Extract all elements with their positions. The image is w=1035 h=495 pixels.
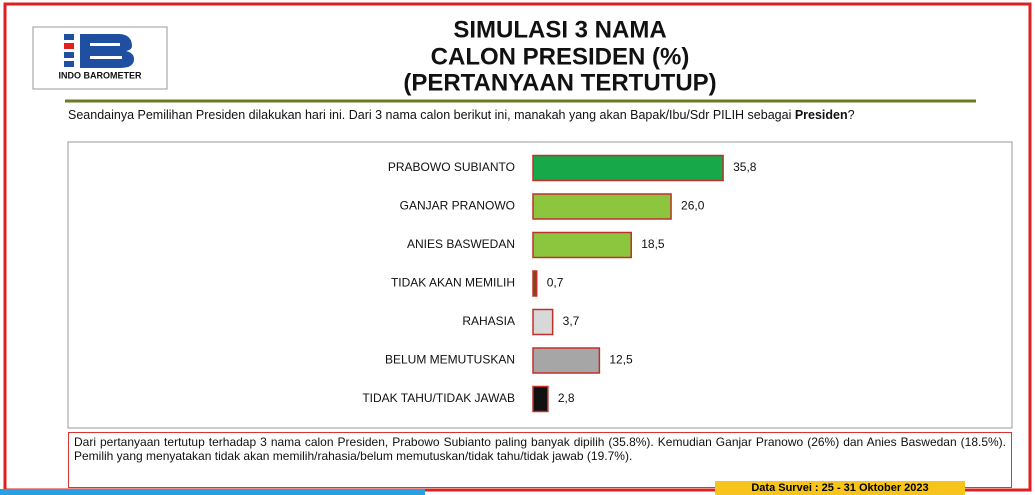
bar bbox=[532, 385, 549, 413]
bar bbox=[532, 193, 672, 220]
value-label: 12,5 bbox=[609, 353, 633, 367]
bar bbox=[532, 231, 632, 259]
logo-mark bbox=[64, 34, 134, 68]
value-label: 0,7 bbox=[547, 276, 564, 290]
title-line: CALON PRESIDEN (%) bbox=[431, 43, 690, 70]
value-label: 18,5 bbox=[641, 237, 665, 251]
value-label: 3,7 bbox=[563, 314, 580, 328]
bar bbox=[532, 308, 554, 336]
chart-box bbox=[67, 141, 1013, 429]
category-label: GANJAR PRANOWO bbox=[400, 199, 515, 213]
frame bbox=[3, 2, 1032, 492]
bar bbox=[532, 154, 724, 182]
logo-text: INDO BAROMETER bbox=[59, 70, 143, 80]
category-label: PRABOWO SUBIANTO bbox=[388, 160, 515, 174]
question-part: ? bbox=[847, 108, 855, 122]
title-line: (PERTANYAAN TERTUTUP) bbox=[403, 69, 716, 96]
note: Dari pertanyaan tertutup terhadap 3 nama… bbox=[68, 432, 1012, 488]
category-label: TIDAK AKAN MEMILIH bbox=[391, 276, 515, 290]
question: Seandainya Pemilihan Presiden dilakukan … bbox=[68, 107, 1008, 123]
bars: PRABOWO SUBIANTO 35,8 GANJAR PRANOWO 26,0 AN… bbox=[362, 154, 757, 413]
value-label: 2,8 bbox=[558, 391, 575, 405]
footer-bar bbox=[0, 489, 425, 495]
question-part: Seandainya Pemilihan Presiden dilakukan … bbox=[68, 108, 795, 122]
category-label: ANIES BASWEDAN bbox=[407, 237, 515, 251]
title-line: SIMULASI 3 NAMA bbox=[453, 16, 666, 43]
value-label: 26,0 bbox=[681, 199, 705, 213]
survey-date: Data Survei : 25 - 31 Oktober 2023 bbox=[715, 481, 965, 495]
category-label: TIDAK TAHU/TIDAK JAWAB bbox=[362, 391, 515, 405]
value-label: 35,8 bbox=[733, 160, 757, 174]
bar bbox=[532, 270, 538, 297]
category-label: BELUM MEMUTUSKAN bbox=[385, 353, 515, 367]
category-label: RAHASIA bbox=[462, 314, 515, 328]
question-part: Presiden bbox=[794, 108, 848, 122]
bar bbox=[532, 347, 601, 374]
